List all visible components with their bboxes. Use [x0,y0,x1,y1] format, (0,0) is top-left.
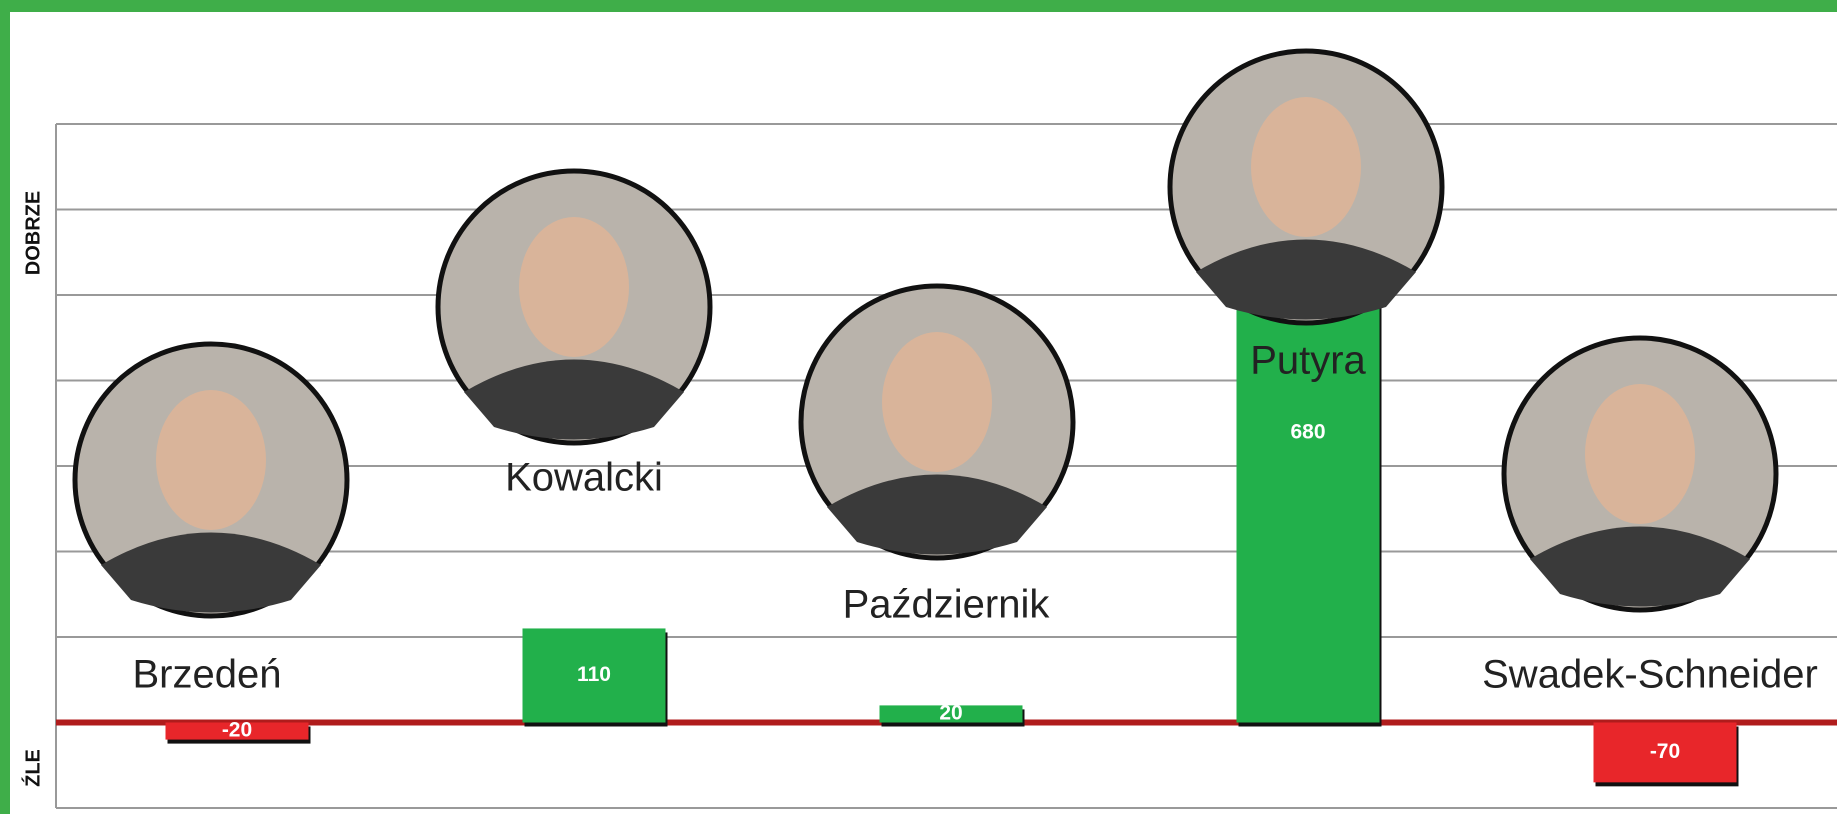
category-label: Putyra [1250,339,1366,383]
value-label: 20 [939,701,962,724]
y-label-positive: DOBRZE [22,191,44,275]
value-label: -20 [222,719,252,742]
frame-left [0,0,10,814]
photo-face [1585,384,1695,524]
photo-face [156,390,266,530]
photo-face [519,217,629,357]
value-label: 680 [1290,421,1325,444]
photo-face [882,332,992,472]
value-label: -70 [1650,740,1680,763]
category-label: Brzedeń [133,653,282,697]
chart: DOBRZE ŹLE Brzedeń Kowalcki Październik Put… [0,0,1837,814]
photo-face [1251,97,1361,237]
y-label-negative: ŹLE [21,749,44,787]
category-label: Październik [843,583,1051,627]
category-label: Kowalcki [505,456,663,500]
frame-top [0,0,1837,12]
value-label: 110 [577,663,611,686]
category-label: Swadek-Schneider [1482,653,1818,697]
